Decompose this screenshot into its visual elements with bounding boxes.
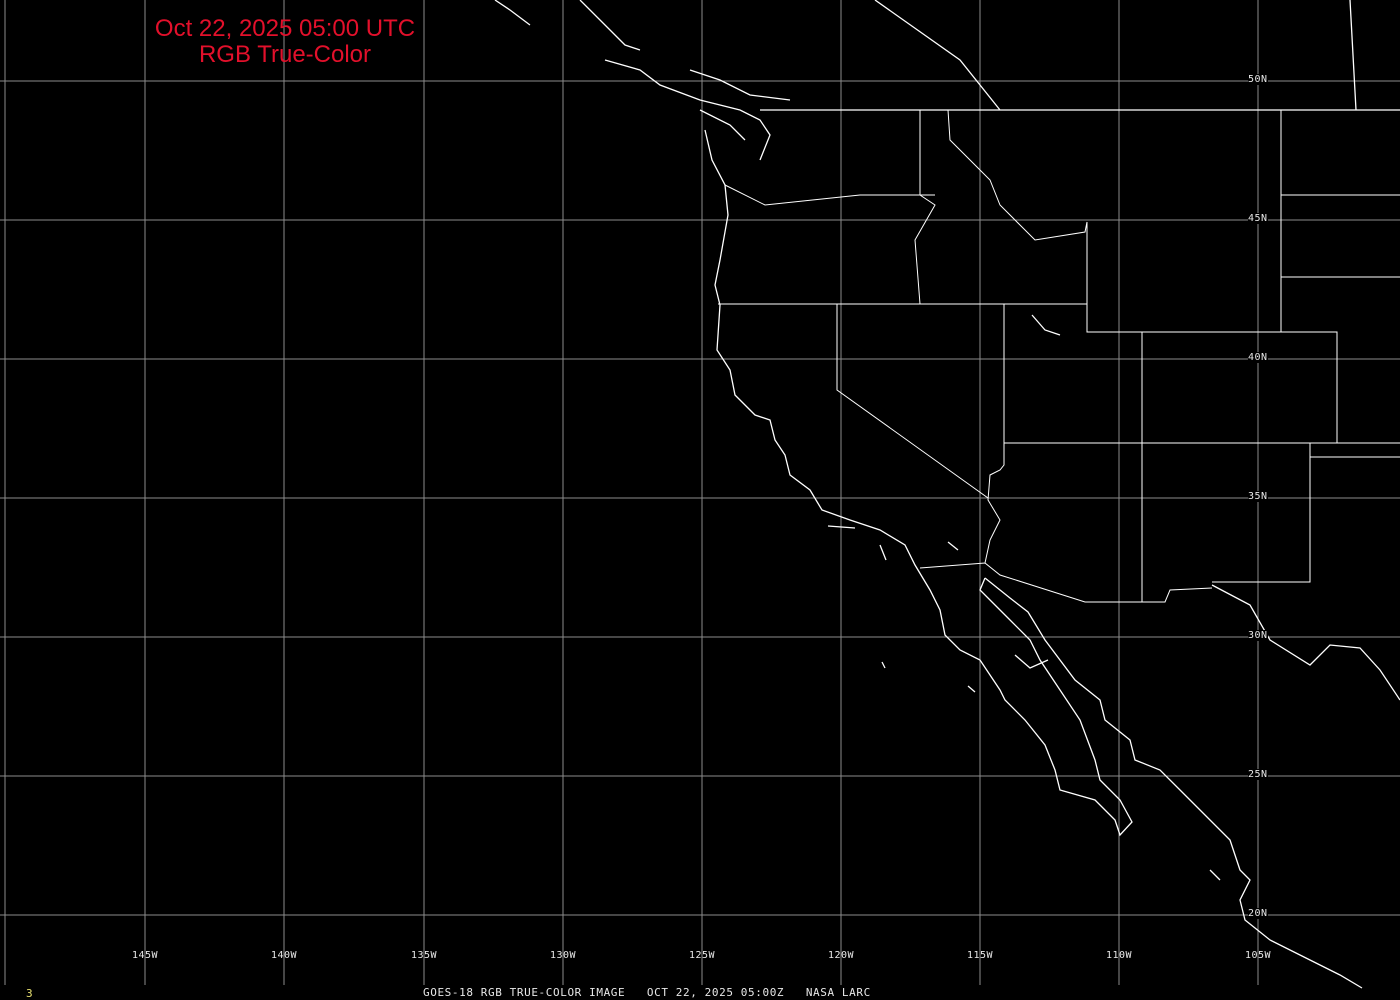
islands: [827, 314, 1221, 881]
mexico-mainland-coast: [984, 577, 1363, 989]
gulf-coast: [1211, 584, 1400, 701]
map-title-product: RGB True-Color: [198, 41, 372, 68]
map-title-datetime: Oct 22, 2025 05:00 UTC: [154, 15, 416, 42]
west-coast: [704, 129, 1133, 837]
longitude-label: 145W: [132, 950, 159, 961]
latitude-label: 50N: [1248, 74, 1268, 85]
longitude-label: 140W: [271, 950, 298, 961]
longitude-label: 130W: [550, 950, 577, 961]
longitude-label: 110W: [1106, 950, 1133, 961]
latitude-label: 45N: [1248, 213, 1268, 224]
latitude-label: 25N: [1248, 769, 1268, 780]
latitude-label: 20N: [1248, 908, 1268, 919]
caption-datetime: OCT 22, 2025 05:00Z: [646, 986, 785, 999]
longitude-label: 135W: [411, 950, 438, 961]
canada-coast: [494, 0, 791, 161]
latitude-label: 30N: [1248, 630, 1268, 641]
latitude-label: 40N: [1248, 352, 1268, 363]
longitude-label: 105W: [1245, 950, 1272, 961]
image-caption: GOES-18 RGB TRUE-COLOR IMAGE OCT 22, 202…: [423, 986, 871, 999]
frame-number: 3: [26, 987, 33, 1000]
longitude-label: 125W: [689, 950, 716, 961]
caption-satellite: GOES-18 RGB TRUE-COLOR IMAGE: [423, 986, 626, 999]
us-canada-border: [760, 0, 1400, 111]
longitude-label: 120W: [828, 950, 855, 961]
state-borders: [718, 109, 1400, 603]
longitude-label: 115W: [967, 950, 994, 961]
caption-source: NASA LARC: [805, 986, 871, 999]
latitude-label: 35N: [1248, 491, 1268, 502]
